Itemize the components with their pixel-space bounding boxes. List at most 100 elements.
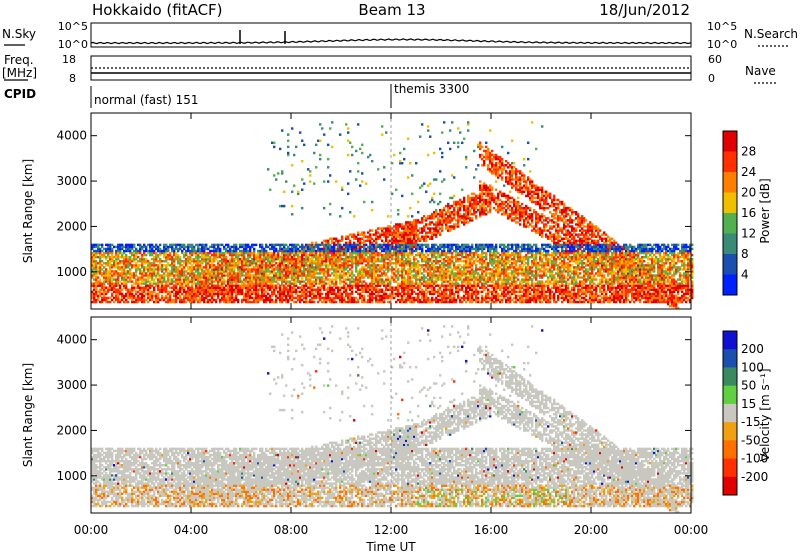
power-cell bbox=[283, 294, 286, 298]
power-cell bbox=[315, 255, 318, 259]
power-cell bbox=[189, 253, 192, 257]
power-cell bbox=[319, 249, 322, 253]
power-cell bbox=[137, 255, 140, 259]
power-cell bbox=[119, 298, 122, 302]
power-cell bbox=[127, 276, 130, 279]
power-cell bbox=[319, 264, 322, 267]
power-cell bbox=[283, 290, 286, 294]
power-cell bbox=[323, 288, 326, 292]
power-cell bbox=[143, 266, 146, 269]
power-cell bbox=[265, 257, 268, 261]
power-cell bbox=[261, 298, 264, 302]
power-cell bbox=[381, 125, 384, 128]
power-cell bbox=[209, 255, 212, 259]
power-cell bbox=[91, 245, 94, 249]
power-cell bbox=[307, 260, 310, 263]
power-cell bbox=[461, 188, 464, 191]
power-cell bbox=[227, 292, 230, 296]
power-cell bbox=[167, 264, 170, 267]
power-cell bbox=[243, 262, 246, 265]
power-cell bbox=[301, 178, 304, 181]
power-cell bbox=[135, 270, 138, 273]
power-cell bbox=[157, 294, 160, 298]
power-cell bbox=[209, 264, 212, 267]
power-cell bbox=[125, 286, 128, 289]
power-cell bbox=[101, 243, 104, 247]
power-cell bbox=[175, 282, 178, 285]
power-cell bbox=[297, 257, 300, 261]
power-cell bbox=[271, 286, 274, 289]
power-cell bbox=[195, 274, 198, 277]
power-cell bbox=[283, 274, 286, 277]
power-cell bbox=[147, 290, 150, 294]
power-cell bbox=[147, 251, 150, 255]
power-cell bbox=[271, 243, 274, 247]
power-cell bbox=[157, 264, 160, 267]
power-cell bbox=[229, 282, 232, 285]
power-cell bbox=[199, 251, 202, 255]
power-cell bbox=[99, 264, 102, 267]
power-cell bbox=[165, 266, 168, 269]
power-cell bbox=[253, 243, 256, 247]
power-cell bbox=[259, 257, 262, 261]
power-cell bbox=[249, 282, 252, 285]
power-cell bbox=[209, 300, 212, 304]
power-cell bbox=[319, 266, 322, 269]
power-cell bbox=[201, 288, 204, 292]
power-cell bbox=[299, 260, 302, 263]
power-cell bbox=[97, 284, 100, 287]
power-cell bbox=[221, 292, 224, 296]
power-cell bbox=[163, 268, 166, 271]
power-cell bbox=[197, 270, 200, 273]
power-cell bbox=[303, 280, 306, 283]
power-cell bbox=[149, 264, 152, 267]
power-cell bbox=[173, 276, 176, 279]
power-cell bbox=[323, 296, 326, 300]
power-cell bbox=[121, 282, 124, 285]
power-cell bbox=[123, 296, 126, 300]
power-cell bbox=[203, 274, 206, 277]
power-cell bbox=[203, 278, 206, 281]
power-cell bbox=[221, 264, 224, 267]
power-cell bbox=[325, 278, 328, 281]
power-cell bbox=[265, 253, 268, 257]
power-cell bbox=[313, 270, 316, 273]
power-cell bbox=[223, 253, 226, 257]
power-cell bbox=[323, 251, 326, 255]
power-cell bbox=[291, 251, 294, 255]
power-cell bbox=[319, 139, 322, 142]
power-cell bbox=[371, 159, 374, 163]
power-cell bbox=[303, 262, 306, 265]
power-cell bbox=[143, 253, 146, 257]
power-cell bbox=[163, 264, 166, 267]
power-cell bbox=[195, 266, 198, 269]
power-cell bbox=[325, 264, 328, 267]
power-cell bbox=[287, 145, 290, 149]
freq-unit: [MHz] bbox=[2, 66, 37, 80]
power-cell bbox=[199, 290, 202, 294]
power-cell bbox=[239, 292, 242, 296]
power-cell bbox=[361, 143, 364, 147]
power-cell bbox=[205, 253, 208, 257]
power-cell bbox=[157, 282, 160, 285]
power-cell bbox=[113, 262, 116, 265]
power-cell bbox=[227, 272, 230, 275]
power-cell bbox=[261, 284, 264, 287]
power-cell bbox=[231, 264, 234, 267]
power-cell bbox=[99, 260, 102, 263]
power-cell bbox=[281, 290, 284, 294]
power-cell bbox=[139, 292, 142, 296]
power-cell bbox=[129, 288, 132, 292]
power-cell bbox=[309, 298, 312, 302]
power-cell bbox=[321, 280, 324, 283]
power-cell bbox=[117, 280, 120, 283]
power-cell bbox=[245, 288, 248, 292]
power-cell bbox=[263, 294, 266, 298]
power-cell bbox=[197, 294, 200, 298]
power-cell bbox=[255, 270, 258, 273]
power-cell bbox=[119, 251, 122, 255]
power-cell bbox=[225, 270, 228, 273]
power-cell bbox=[435, 208, 438, 212]
power-cell bbox=[135, 266, 138, 269]
power-cell bbox=[279, 276, 282, 279]
